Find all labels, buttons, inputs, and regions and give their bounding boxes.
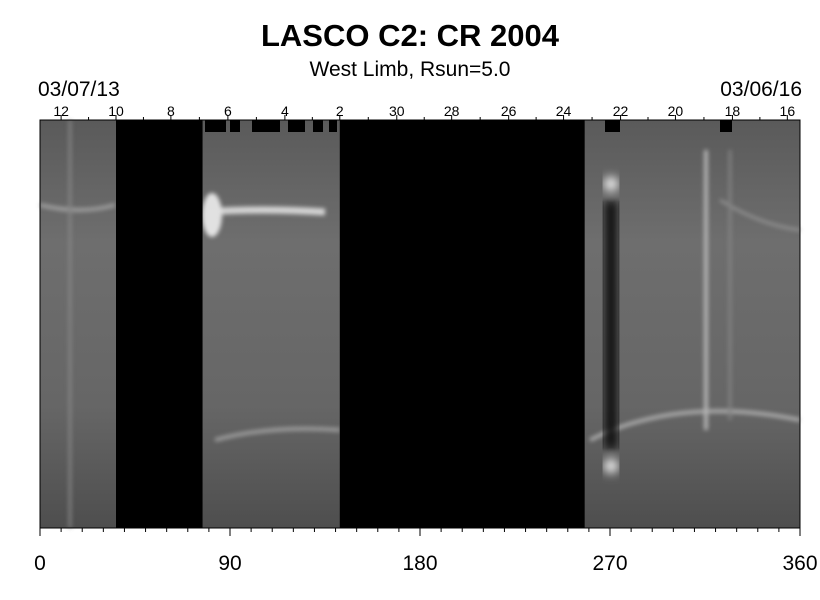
bright-point <box>604 459 618 473</box>
top-day-label: 6 <box>224 103 232 119</box>
missing-data-mark <box>313 120 323 132</box>
top-day-label: 8 <box>167 103 175 119</box>
top-day-label: 26 <box>501 103 517 119</box>
top-day-label: 18 <box>725 103 741 119</box>
missing-data-mark <box>252 120 280 132</box>
bright-point <box>604 177 618 191</box>
top-day-label: 12 <box>53 103 69 119</box>
missing-data-mark <box>605 120 620 132</box>
data-gap <box>339 120 585 528</box>
end-date-label: 03/06/16 <box>720 78 802 101</box>
missing-data-mark <box>288 120 305 132</box>
x-tick-label: 270 <box>592 552 627 575</box>
streamer-structures <box>39 120 801 528</box>
missing-data-mark <box>720 120 732 132</box>
top-day-label: 10 <box>108 103 124 119</box>
streamer-band <box>719 198 801 232</box>
top-day-label: 28 <box>444 103 460 119</box>
top-day-label: 30 <box>389 103 405 119</box>
x-tick-label: 360 <box>782 552 817 575</box>
streamer-band <box>204 206 326 216</box>
x-tick-label: 0 <box>34 552 46 575</box>
chart-subtitle: West Limb, Rsun=5.0 <box>309 58 511 81</box>
missing-data-mark <box>205 120 226 132</box>
dark-column <box>604 177 618 473</box>
start-date-label: 03/07/13 <box>38 78 120 101</box>
top-day-label: 22 <box>613 103 629 119</box>
dark-band <box>604 200 618 450</box>
streamer-band <box>214 426 341 442</box>
top-day-label: 16 <box>780 103 796 119</box>
top-day-label: 20 <box>668 103 684 119</box>
top-day-label: 24 <box>556 103 572 119</box>
bright-spot <box>202 193 222 237</box>
x-tick-label: 180 <box>402 552 437 575</box>
missing-data-mark <box>329 120 337 132</box>
streamer-band <box>39 203 116 212</box>
missing-data-mark <box>230 120 240 132</box>
top-day-label: 4 <box>281 103 289 119</box>
top-day-label: 2 <box>336 103 344 119</box>
data-gap <box>116 120 203 528</box>
x-tick-label: 90 <box>218 552 241 575</box>
chart-title: LASCO C2: CR 2004 <box>260 18 560 53</box>
